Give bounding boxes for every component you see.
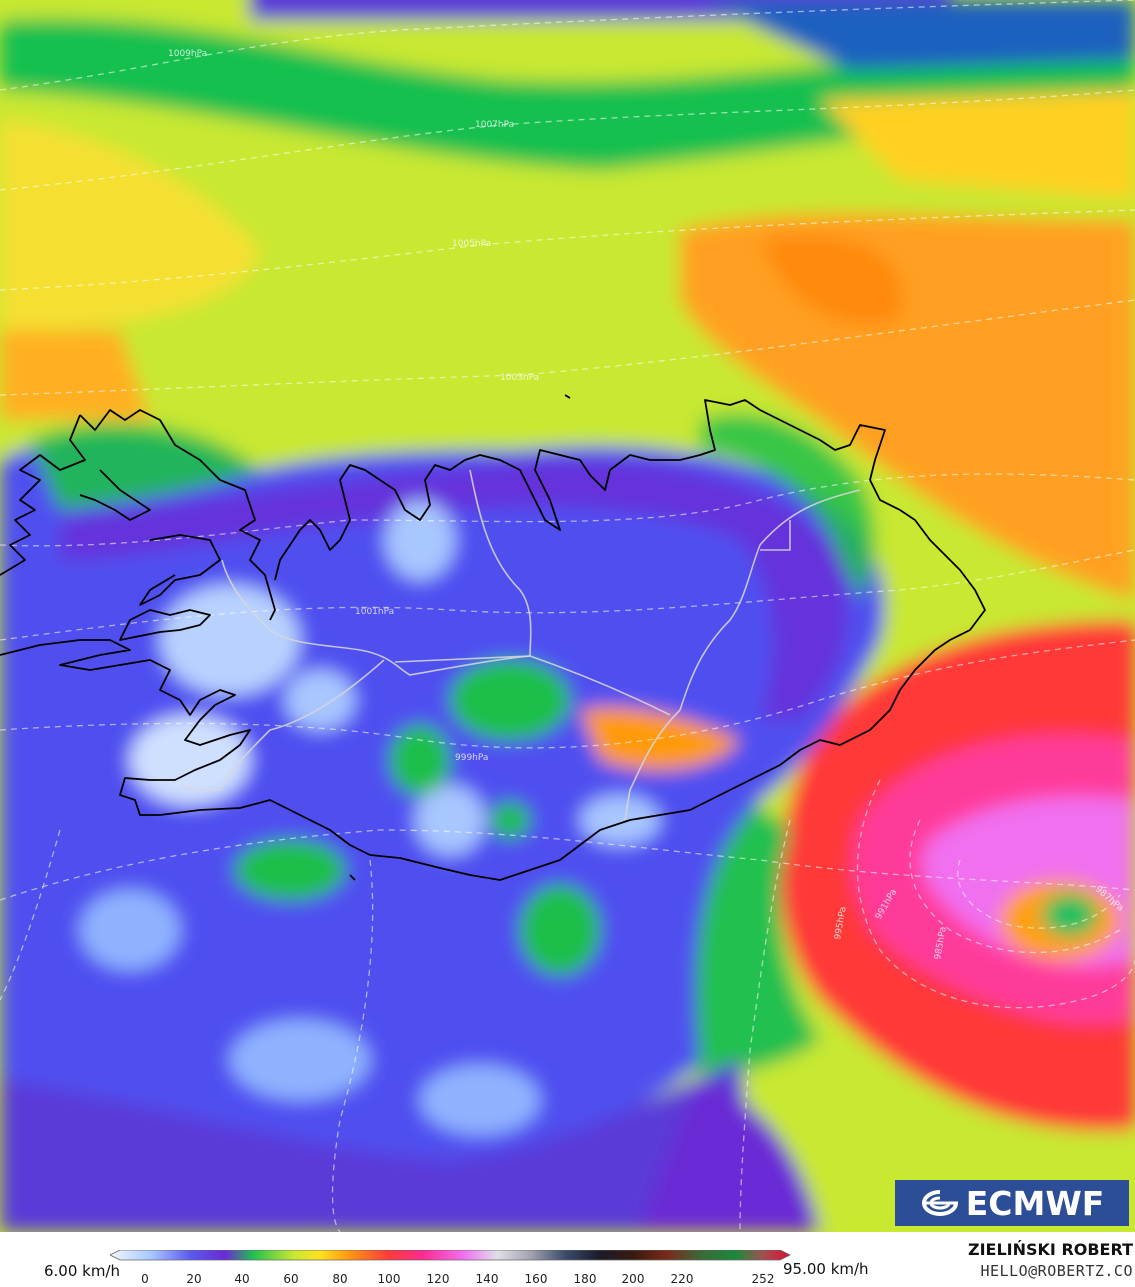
ecmwf-mark-icon xyxy=(921,1190,958,1217)
logo-text: ECMWF xyxy=(965,1183,1105,1223)
colorbar-tick-label: 220 xyxy=(671,1272,694,1286)
isobar-label: 1001hPa xyxy=(355,607,394,617)
colorbar-max-label: 95.00 km/h xyxy=(783,1260,869,1278)
colorbar-tick-label: 40 xyxy=(234,1272,249,1286)
ecmwf-logo: ECMWF xyxy=(895,1180,1129,1226)
isobar-label: 1009hPa xyxy=(168,49,207,59)
wind-field-layer: 1009hPa 1007hPa 1005hPa 1003hPa 1001hPa … xyxy=(0,0,1135,1232)
colorbar-tick-label: 20 xyxy=(186,1272,201,1286)
isobar-label: 1007hPa xyxy=(475,120,514,130)
colorbar-min-label: 6.00 km/h xyxy=(44,1262,121,1280)
colorbar-tick-label: 120 xyxy=(427,1272,450,1286)
colorbar-tick-label: 80 xyxy=(332,1272,347,1286)
colorbar-tick-label: 100 xyxy=(378,1272,401,1286)
isobar-label: 999hPa xyxy=(455,753,488,763)
wind-gust-map: 1009hPa 1007hPa 1005hPa 1003hPa 1001hPa … xyxy=(0,0,1135,1232)
colorbar-tick-label: 160 xyxy=(525,1272,548,1286)
author-email: HELLO@ROBERTZ.CO xyxy=(980,1262,1133,1280)
region-borders xyxy=(179,469,861,821)
colorbar-tick-label: 200 xyxy=(622,1272,645,1286)
coastline xyxy=(0,394,986,881)
author-name: ZIELIŃSKI ROBERT xyxy=(967,1240,1133,1259)
colorbar-tick-label: 140 xyxy=(476,1272,499,1286)
colorbar-tick-label: 60 xyxy=(283,1272,298,1286)
colorbar-gradient xyxy=(110,1250,791,1261)
colorbar-tick-label: 180 xyxy=(574,1272,597,1286)
colorbar-tick-label: 0 xyxy=(141,1272,149,1286)
colorbar: 0 20 40 60 80 100 120 140 160 180 200 220 252 xyxy=(110,1250,791,1286)
colorbar-ticks: 0 20 40 60 80 100 120 140 160 180 200 220 252 xyxy=(141,1272,774,1286)
colorbar-tick-label: 252 xyxy=(752,1272,775,1286)
isobar-label: 1003hPa xyxy=(500,373,539,383)
isobar-label: 1005hPa xyxy=(452,239,491,249)
